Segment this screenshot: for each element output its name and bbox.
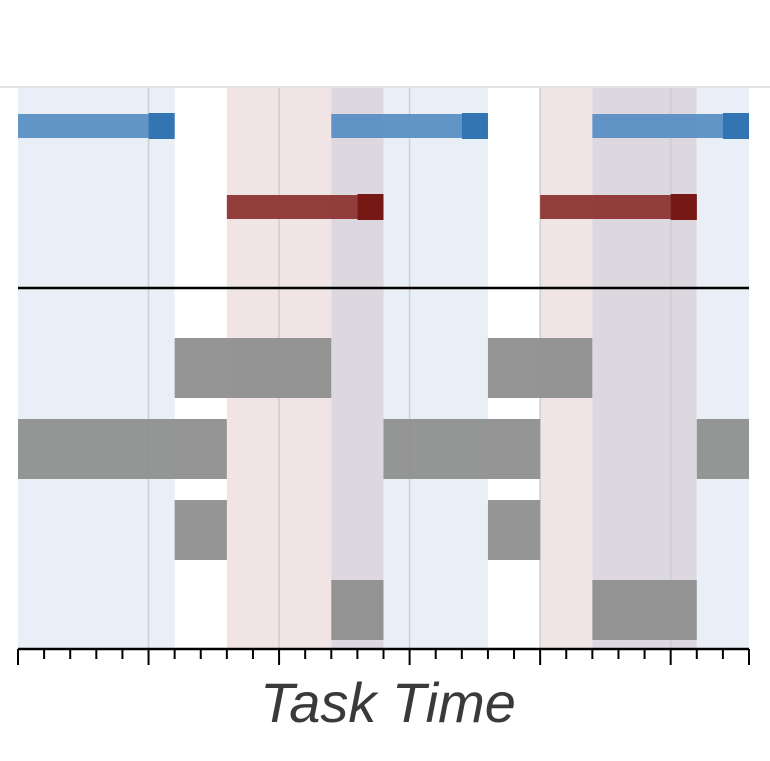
gray-blocks <box>18 338 749 640</box>
red-bar <box>226 195 384 219</box>
blue-bar-end-cap <box>461 113 488 139</box>
red-bar-end-cap <box>357 194 384 220</box>
gray-block <box>383 419 541 479</box>
gridlines <box>147 87 672 649</box>
gray-block <box>487 500 541 560</box>
gray-block <box>174 338 332 398</box>
overlap-phase-region <box>331 87 384 649</box>
overlap-phase-region <box>592 87 697 649</box>
gray-block <box>331 580 384 640</box>
red-bar-end-cap <box>670 194 697 220</box>
phase-regions <box>18 87 749 649</box>
gray-block <box>18 419 227 479</box>
blue-phase-region <box>18 87 175 649</box>
red-bar <box>540 195 697 219</box>
blue-phase-region <box>383 87 488 649</box>
blue-bar <box>592 114 749 138</box>
plot-frame <box>0 86 770 290</box>
blue-phase-region <box>696 87 749 649</box>
blue-bar <box>18 114 175 138</box>
gray-block <box>592 580 697 640</box>
blue-bar-end-cap <box>148 113 175 139</box>
gray-block <box>696 419 749 479</box>
gray-block <box>487 338 593 398</box>
x-axis-label: Task Time <box>260 671 516 734</box>
x-axis <box>17 647 750 665</box>
gray-block <box>174 500 227 560</box>
timeline-bars <box>18 113 749 220</box>
blue-bar-end-cap <box>723 113 749 139</box>
blue-bar <box>331 114 488 138</box>
